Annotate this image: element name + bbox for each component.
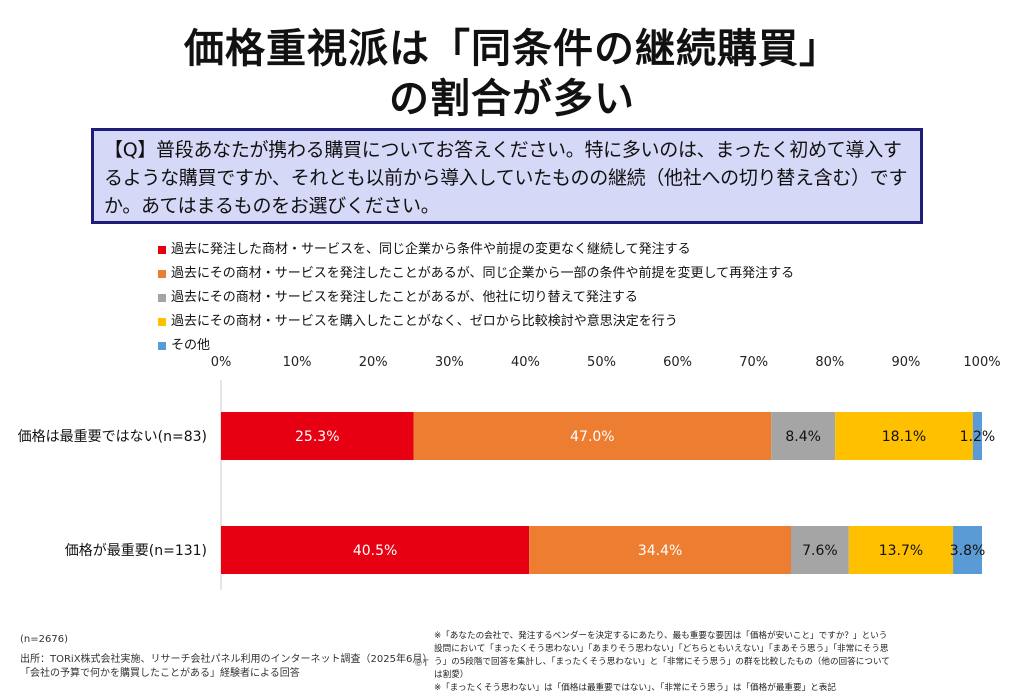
x-tick-label: 50% bbox=[587, 355, 616, 370]
x-tick-label: 40% bbox=[511, 355, 540, 370]
source-line-1: 出所：TORiX株式会社実施、リサーチ会社パネル利用のインターネット調査（202… bbox=[20, 654, 433, 665]
data-label: 1.2% bbox=[960, 429, 996, 445]
x-tick-label: 80% bbox=[815, 355, 844, 370]
data-label: 18.1% bbox=[882, 429, 926, 445]
stacked-bar-chart: 0% 10% 20% 30% 40% 50% 60% 70% 80% 90% 100% 価格は最重要で… bbox=[18, 355, 1001, 590]
legend-label: 過去にその商材・サービスを発注したことがあるが、他社に切り替えて発注する bbox=[171, 290, 638, 305]
source-line-2: 「会社の予算で何かを購買したことがある」経験者による回答 bbox=[20, 668, 300, 679]
chart-title-line1: 価格重視派は「同条件の継続購買」 bbox=[184, 26, 840, 72]
footer-source: (n=2676) 出所：TORiX株式会社実施、リサーチ会社パネル利用のインター… bbox=[20, 633, 432, 681]
bar-segment bbox=[953, 526, 982, 574]
legend-label: 過去にその商材・サービスを発注したことがあるが、同じ企業から一部の条件や前提を変… bbox=[171, 266, 795, 281]
question-box: 【Q】普段あなたが携わる購買についてお答えください。特に多いのは、まったく初めて… bbox=[91, 128, 923, 224]
legend-swatch bbox=[158, 342, 166, 350]
legend-item: その他 bbox=[158, 334, 794, 358]
legend-item: 過去に発注した商材・サービスを、同じ企業から条件や前提の変更なく継続して発注する bbox=[158, 238, 794, 262]
x-tick-label: 90% bbox=[891, 355, 920, 370]
x-tick-label: 100% bbox=[963, 355, 1000, 370]
bar-segment bbox=[771, 412, 836, 460]
bar-segment bbox=[221, 526, 530, 574]
bar-segment bbox=[529, 526, 791, 574]
bar-segment bbox=[413, 412, 772, 460]
chart-title-line2: の割合が多い bbox=[389, 76, 635, 122]
category-label: 価格が最重要(n=131) bbox=[65, 543, 207, 559]
note-2: ※「まったくそう思わない」は「価格は最重要ではない」、「非常にそう思う」は「価格… bbox=[434, 683, 836, 693]
legend-swatch bbox=[158, 246, 166, 254]
bar-segment bbox=[972, 412, 982, 460]
data-label: 40.5% bbox=[353, 543, 397, 559]
data-label: 7.6% bbox=[802, 543, 838, 559]
legend-item: 過去にその商材・サービスを発注したことがあるが、同じ企業から一部の条件や前提を変… bbox=[158, 262, 794, 286]
legend-label: 過去にその商材・サービスを購入したことがなく、ゼロから比較検討や意思決定を行う bbox=[171, 314, 678, 329]
chart-legend: 過去に発注した商材・サービスを、同じ企業から条件や前提の変更なく継続して発注する… bbox=[158, 238, 794, 358]
footer-notes: ※「あなたの会社で、発注するベンダーを決定するにあたり、最も重要な要因は「価格が… bbox=[434, 630, 894, 695]
category-label: 価格は最重要ではない(n=83) bbox=[18, 429, 207, 445]
x-tick-label: 0% bbox=[211, 355, 232, 370]
x-tick-label: 10% bbox=[283, 355, 312, 370]
bar-segment bbox=[221, 412, 414, 460]
data-label: 25.3% bbox=[295, 429, 339, 445]
x-tick-label: 70% bbox=[739, 355, 768, 370]
copyright: ©T bbox=[414, 659, 429, 669]
data-label: 13.7% bbox=[879, 543, 923, 559]
legend-swatch bbox=[158, 318, 166, 326]
legend-swatch bbox=[158, 270, 166, 278]
data-label: 3.8% bbox=[950, 543, 986, 559]
note-1: ※「あなたの会社で、発注するベンダーを決定するにあたり、最も重要な要因は「価格が… bbox=[434, 631, 890, 680]
data-label: 34.4% bbox=[638, 543, 682, 559]
data-label: 47.0% bbox=[570, 429, 614, 445]
legend-item: 過去にその商材・サービスを購入したことがなく、ゼロから比較検討や意思決定を行う bbox=[158, 310, 794, 334]
legend-item: 過去にその商材・サービスを発注したことがあるが、他社に切り替えて発注する bbox=[158, 286, 794, 310]
legend-label: 過去に発注した商材・サービスを、同じ企業から条件や前提の変更なく継続して発注する bbox=[171, 242, 691, 257]
legend-label: その他 bbox=[171, 338, 211, 353]
bar-segment bbox=[835, 412, 973, 460]
x-tick-label: 30% bbox=[435, 355, 464, 370]
bar-segment bbox=[790, 526, 849, 574]
x-tick-label: 60% bbox=[663, 355, 692, 370]
data-label: 8.4% bbox=[785, 429, 821, 445]
bar-segment bbox=[848, 526, 954, 574]
x-tick-label: 20% bbox=[359, 355, 388, 370]
sample-size: (n=2676) bbox=[20, 634, 68, 645]
legend-swatch bbox=[158, 294, 166, 302]
